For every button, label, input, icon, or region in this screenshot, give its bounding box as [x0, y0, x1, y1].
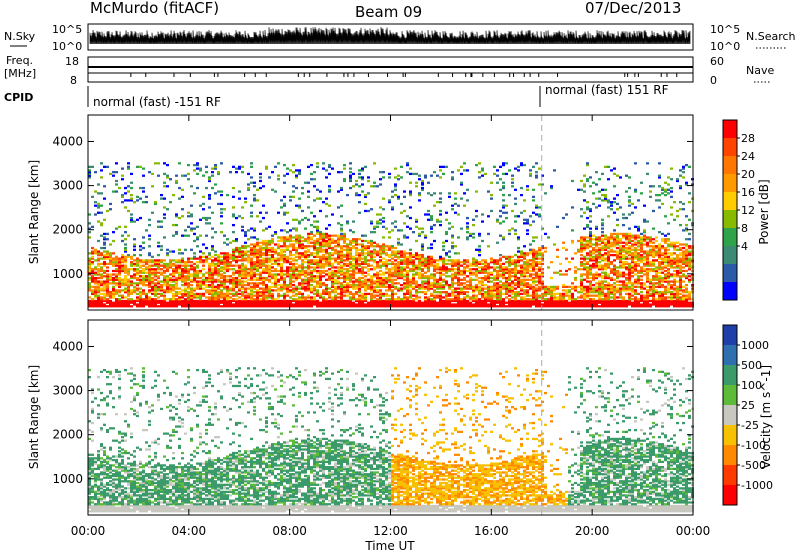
noise-left-tick-bottom: 10^0 [52, 40, 82, 53]
velocity-panel: 1000 2000 3000 4000 Slant Range [km] 1000 50… [27, 319, 773, 516]
colorbar-tick: 4 [741, 240, 748, 253]
noise-right-tick-top: 10^5 [710, 23, 740, 36]
colorbar-swatch [723, 425, 737, 446]
colorbar-tick: 24 [741, 150, 755, 163]
x-tick-label: 04:00 [172, 524, 207, 538]
colorbar-swatch [723, 246, 737, 265]
y-tick-label: 2000 [52, 428, 83, 442]
colorbar-tick: -100 [741, 439, 766, 452]
power-colorbar-label: Power [dB] [757, 179, 771, 244]
cpid-label: CPID [4, 91, 33, 104]
colorbar-tick: 20 [741, 168, 755, 181]
x-axis-ticks: 00:00 04:00 08:00 12:00 16:00 20:00 00:00 [71, 524, 711, 538]
noise-trace [89, 27, 691, 45]
colorbar-swatch [723, 465, 737, 486]
noise-left-label: N.Sky [4, 30, 36, 43]
power-colorbar: 28 24 20 16 12 8 4 [722, 119, 755, 301]
nave-tick-top: 60 [710, 55, 724, 68]
colorbar-tick: 500 [741, 359, 762, 372]
colorbar-swatch [723, 228, 737, 247]
colorbar-tick: -25 [741, 419, 759, 432]
freq-label-2: [MHz] [4, 67, 36, 80]
x-tick-label: 16:00 [474, 524, 509, 538]
colorbar-swatch [723, 282, 737, 301]
cpid-panel: CPID normal (fast) -151 RF normal (fast)… [4, 83, 669, 109]
x-tick-label: 20:00 [575, 524, 610, 538]
x-tick-label: 08:00 [272, 524, 307, 538]
y-tick-label: 4000 [52, 134, 83, 148]
colorbar-tick: 25 [741, 399, 755, 412]
cpid-mode-1: normal (fast) -151 RF [93, 95, 221, 109]
velocity-ylabel: Slant Range [km] [27, 365, 41, 469]
x-tick-label: 00:00 [676, 524, 711, 538]
freq-tick-top: 18 [65, 55, 79, 68]
noise-right-label: N.Search [746, 30, 796, 43]
colorbar-swatch [723, 156, 737, 175]
y-tick-label: 1000 [52, 472, 83, 486]
x-tick-label: 00:00 [71, 524, 106, 538]
colorbar-swatch [723, 264, 737, 283]
colorbar-swatch [723, 365, 737, 386]
freq-tick-bottom: 8 [70, 74, 77, 87]
cpid-mode-2: normal (fast) 151 RF [545, 83, 669, 97]
velocity-heatmap [88, 320, 694, 515]
power-heatmap [88, 115, 694, 310]
y-tick-label: 3000 [52, 384, 83, 398]
station-title: McMurdo (fitACF) [90, 0, 219, 17]
colorbar-tick: 1000 [741, 339, 769, 352]
nave-tick-bottom: 0 [710, 74, 717, 87]
y-tick-label: 3000 [52, 179, 83, 193]
freq-panel: Freq. [MHz] 18 8 60 0 Nave [4, 54, 774, 87]
colorbar-swatch [723, 138, 737, 157]
date-title: 07/Dec/2013 [585, 0, 681, 17]
y-tick-label: 4000 [52, 339, 83, 353]
power-panel: 1000 2000 3000 4000 Slant Range [km] 28 24 20… [27, 114, 771, 311]
colorbar-swatch [723, 485, 737, 506]
noise-frame [87, 23, 694, 51]
colorbar-swatch [723, 325, 737, 346]
x-tick-label: 12:00 [373, 524, 408, 538]
colorbar-swatch [723, 120, 737, 139]
noise-left-tick-top: 10^5 [52, 23, 82, 36]
colorbar-swatch [723, 445, 737, 466]
velocity-colorbar-label: Velocity [m s^-1] [759, 365, 773, 469]
colorbar-swatch [723, 345, 737, 366]
colorbar-tick: 100 [741, 379, 762, 392]
nave-label: Nave [746, 64, 774, 77]
colorbar-tick: 16 [741, 186, 755, 199]
velocity-colorbar: 1000 500 100 25 -25 -100 -500 -1000 [722, 324, 773, 506]
noise-right-tick-bottom: 10^0 [710, 40, 740, 53]
colorbar-swatch [723, 405, 737, 426]
x-axis-label: Time UT [364, 539, 415, 553]
colorbar-tick: 12 [741, 204, 755, 217]
y-tick-label: 2000 [52, 223, 83, 237]
colorbar-swatch [723, 174, 737, 193]
colorbar-tick: 28 [741, 132, 755, 145]
power-ylabel: Slant Range [km] [27, 160, 41, 264]
colorbar-tick: 8 [741, 222, 748, 235]
noise-panel: N.Sky 10^5 10^0 10^5 10^0 N.Search [4, 23, 796, 53]
colorbar-tick: -500 [741, 459, 766, 472]
freq-frame [87, 56, 694, 83]
beam-title: Beam 09 [355, 3, 422, 21]
colorbar-swatch [723, 192, 737, 211]
y-tick-label: 1000 [52, 267, 83, 281]
freq-label-1: Freq. [6, 54, 33, 67]
colorbar-swatch [723, 210, 737, 229]
colorbar-tick: -1000 [741, 479, 773, 492]
colorbar-swatch [723, 385, 737, 406]
